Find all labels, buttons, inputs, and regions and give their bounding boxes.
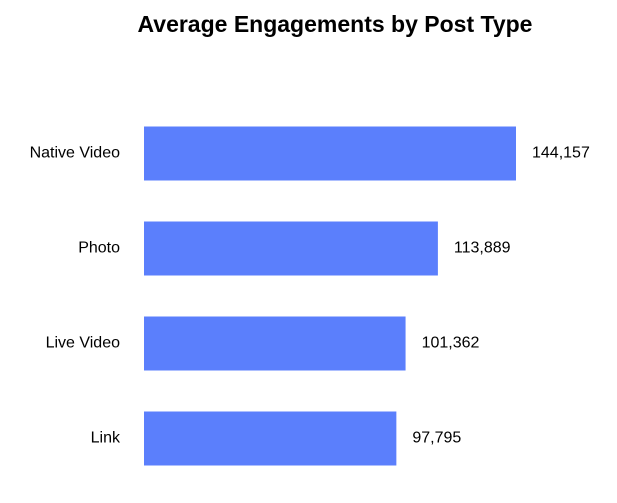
bar — [144, 221, 438, 276]
bar — [144, 316, 406, 371]
value-label: 113,889 — [454, 240, 511, 257]
value-label: 144,157 — [532, 145, 590, 162]
y-tick-label: Link — [91, 430, 121, 447]
y-tick-label: Native Video — [30, 145, 121, 162]
value-label: 101,362 — [422, 335, 480, 352]
value-label: 97,795 — [412, 430, 461, 447]
bar — [144, 411, 397, 466]
chart-title: Average Engagements by Post Type — [137, 11, 533, 37]
y-tick-label: Live Video — [46, 335, 121, 352]
bar — [144, 126, 516, 181]
y-tick-label: Photo — [78, 240, 120, 257]
